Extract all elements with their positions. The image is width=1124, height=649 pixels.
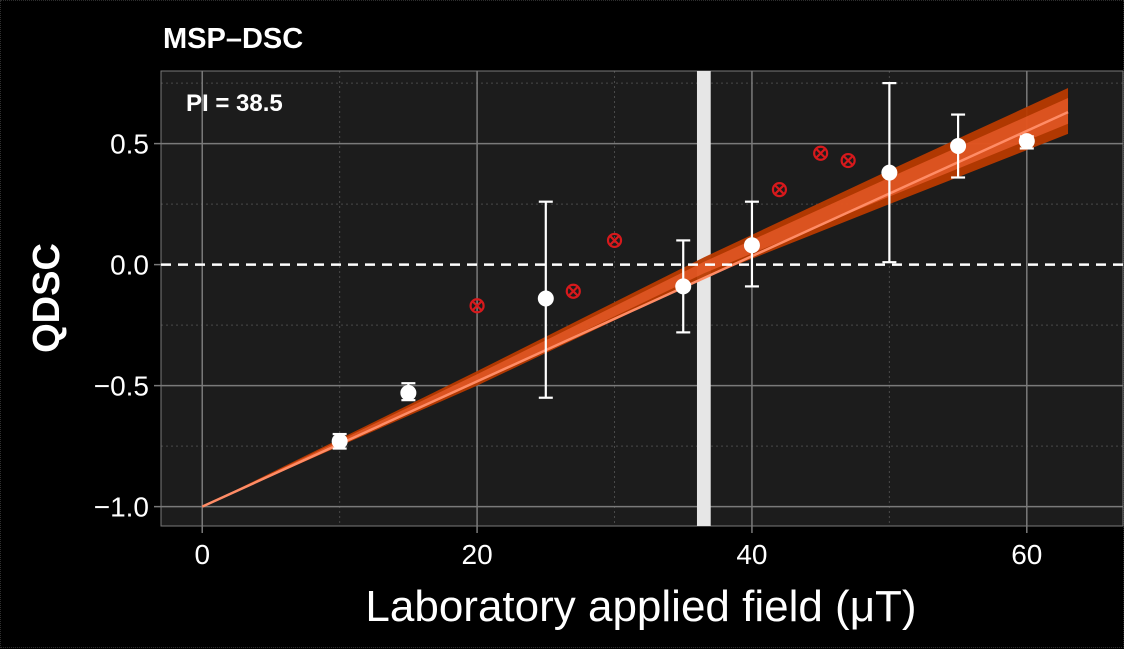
excluded-point-ring: [469, 298, 485, 314]
data-point: [950, 113, 967, 179]
excluded-point-cross: [567, 285, 579, 297]
data-point-marker: [743, 237, 760, 254]
excluded-point: [771, 181, 788, 198]
x-tick-label: 0: [194, 539, 210, 570]
excluded-point-ring: [606, 232, 623, 249]
excluded-point: [565, 283, 581, 299]
data-point-marker: [881, 164, 898, 181]
data-point: [1018, 133, 1035, 150]
pi-vertical-band: [696, 71, 711, 526]
x-axis-title: Laboratory applied field (μT): [365, 582, 916, 631]
y-axis-title: QDSC: [26, 243, 68, 353]
pi-annotation: PI = 38.5: [186, 90, 283, 117]
excluded-point-cross: [471, 300, 483, 312]
data-point: [400, 382, 417, 402]
excluded-point: [813, 145, 829, 161]
excluded-point-cross: [609, 235, 620, 246]
x-tick-label: 20: [462, 539, 493, 570]
data-point-marker: [1018, 133, 1035, 150]
panel-border: [160, 70, 1124, 527]
excluded-point-ring: [771, 181, 788, 198]
data-point: [675, 239, 692, 334]
chart-title: MSP–DSC: [163, 23, 303, 55]
data-point-marker: [675, 278, 692, 295]
excluded-point-cross: [774, 184, 785, 195]
y-tick-label: −0.5: [94, 371, 149, 402]
band-layer: [161, 71, 1123, 526]
confidence-band-inner: [202, 98, 1069, 507]
excluded-point-ring: [840, 152, 856, 169]
excluded-point-cross: [842, 155, 854, 166]
data-point-marker: [331, 433, 348, 450]
data-point: [743, 200, 760, 288]
tick-layer: 0 20 40 60 −1.0 −0.5 0.0 0.5: [94, 129, 1043, 570]
excluded-point: [840, 152, 856, 169]
data-point-marker: [950, 138, 967, 155]
y-tick-label: 0.0: [110, 250, 149, 281]
x-tick-label: 60: [1011, 539, 1042, 570]
y-tick-label: −1.0: [94, 492, 149, 523]
excluded-point: [469, 298, 485, 314]
excluded-point-ring: [565, 283, 581, 299]
point-layer: [331, 82, 1035, 450]
grid-layer: [160, 70, 1124, 527]
excluded-point-ring: [813, 145, 829, 161]
data-point: [537, 200, 554, 399]
data-point: [881, 82, 898, 264]
excluded-point-cross: [815, 147, 827, 159]
excluded-point: [606, 232, 623, 249]
y-tick-label: 0.5: [110, 129, 149, 160]
data-point-marker: [537, 290, 554, 307]
data-point-marker: [400, 384, 417, 401]
data-point: [331, 432, 348, 450]
x-tick-label: 40: [736, 539, 767, 570]
